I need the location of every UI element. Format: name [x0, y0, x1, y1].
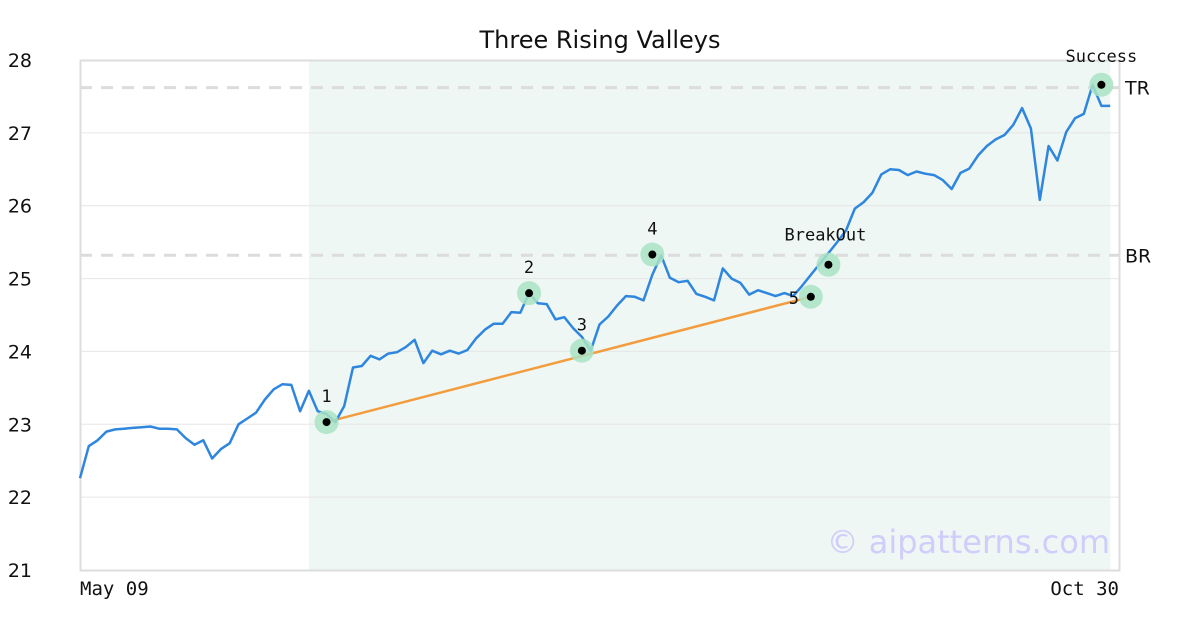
point-dot: [525, 289, 534, 298]
y-tick-label: 23: [8, 414, 32, 436]
point-dot: [648, 250, 657, 259]
point-dot: [322, 418, 331, 427]
point-label: 1: [321, 387, 331, 407]
y-tick-labels: 21 22 23 24 25 26 27 28: [8, 50, 32, 582]
x-tick-label: May 09: [80, 578, 149, 600]
series-price-line: [78, 83, 1111, 479]
y-tick-label: 28: [8, 50, 32, 72]
y-tick-label: 22: [8, 487, 32, 509]
plot-frame: [79, 59, 1121, 572]
x-tick-label: Oct 30: [1050, 578, 1119, 600]
point-dot: [824, 260, 833, 269]
point-dot: [1097, 80, 1106, 89]
y-tick-label: 24: [8, 341, 32, 363]
point-label: 5: [789, 289, 799, 309]
watermark: © aipatterns.com: [827, 523, 1110, 561]
y-tick-label: 25: [8, 269, 32, 291]
level-label: TR: [1124, 78, 1150, 100]
x-tick-labels: May 09 Oct 30: [80, 578, 1119, 600]
point-label: 3: [577, 316, 587, 336]
point-label: 2: [524, 258, 534, 278]
trendline: [326, 295, 812, 424]
y-tick-label: 27: [8, 123, 32, 145]
point-dot: [806, 292, 815, 301]
point-label: 4: [647, 220, 657, 240]
y-tick-label: 21: [8, 560, 32, 582]
chart-title: Three Rising Valleys: [478, 26, 720, 54]
pattern-region: [308, 60, 1111, 570]
point-label: BreakOut: [784, 226, 866, 246]
pattern-points: 1 2 3 4 5 BreakOut Success: [314, 47, 1138, 435]
point-dot: [577, 346, 586, 355]
level-lines: TR BR: [80, 78, 1151, 267]
y-tick-label: 26: [8, 196, 32, 218]
level-label: BR: [1125, 245, 1151, 267]
point-label: Success: [1066, 47, 1138, 67]
